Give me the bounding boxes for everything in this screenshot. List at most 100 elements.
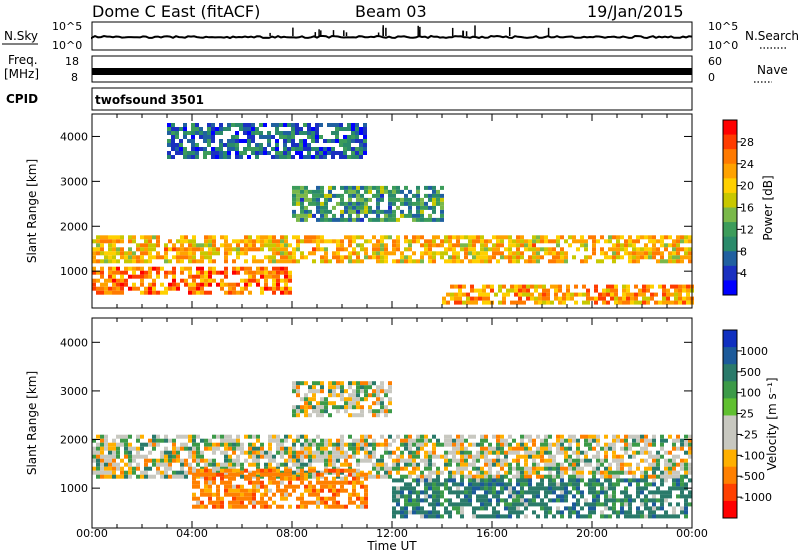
power-cell	[275, 131, 279, 135]
power-cell	[171, 143, 175, 147]
velocity-cell	[484, 434, 488, 439]
power-cell	[232, 290, 236, 295]
velocity-cell	[364, 496, 368, 501]
velocity-cell	[220, 450, 224, 455]
power-cell	[112, 274, 116, 279]
power-cell	[160, 282, 164, 287]
velocity-cell	[336, 450, 340, 455]
velocity-cell	[316, 450, 320, 455]
power-cell	[252, 270, 256, 275]
velocity-cell	[640, 510, 644, 515]
velocity-cell	[356, 480, 360, 485]
power-cell	[148, 239, 152, 244]
power-cell	[296, 185, 300, 190]
velocity-cell	[300, 480, 304, 485]
velocity-cell	[344, 405, 348, 410]
power-cell	[255, 155, 259, 159]
power-cell	[195, 155, 199, 159]
power-cell	[212, 243, 216, 248]
power-cell	[516, 251, 520, 256]
velocity-cell	[392, 450, 396, 455]
velocity-cell	[632, 514, 636, 519]
velocity-cell	[428, 458, 432, 463]
power-cell	[356, 235, 360, 240]
power-cell	[172, 243, 176, 248]
velocity-cell	[156, 438, 160, 443]
velocity-cell	[672, 454, 676, 459]
velocity-cell	[260, 504, 264, 509]
velocity-cell	[320, 458, 324, 463]
power-cell	[632, 239, 636, 244]
power-cell	[256, 282, 260, 287]
velocity-cell	[532, 450, 536, 455]
velocity-cell	[500, 442, 504, 447]
velocity-cell	[592, 490, 596, 495]
velocity-cell	[368, 385, 372, 390]
velocity-cell	[228, 480, 232, 485]
velocity-cell	[324, 496, 328, 501]
velocity-cell	[484, 506, 488, 511]
velocity-cell	[224, 458, 228, 463]
velocity-cell	[408, 482, 412, 487]
velocity-cell	[636, 478, 640, 483]
power-cell	[316, 193, 320, 198]
power-cell	[272, 270, 276, 275]
power-cell	[132, 282, 136, 287]
velocity-cell	[480, 494, 484, 499]
power-cell	[136, 255, 140, 260]
velocity-cell	[576, 510, 580, 515]
velocity-cell	[444, 450, 448, 455]
velocity-cell	[404, 510, 408, 515]
velocity-cell	[656, 462, 660, 467]
power-cell	[224, 282, 228, 287]
power-cell	[175, 135, 179, 139]
velocity-cell	[424, 474, 428, 479]
velocity-cell	[460, 466, 464, 471]
power-cell	[136, 274, 140, 279]
velocity-cell	[436, 474, 440, 479]
velocity-cell	[536, 514, 540, 519]
power-cell	[596, 239, 600, 244]
velocity-cell	[492, 434, 496, 439]
power-cell	[236, 290, 240, 295]
power-cell	[444, 239, 448, 244]
velocity-cell	[656, 454, 660, 459]
power-cell	[542, 284, 546, 289]
velocity-cell	[536, 446, 540, 451]
power-cell	[275, 139, 279, 143]
power-cell	[300, 251, 304, 256]
velocity-cell	[208, 446, 212, 451]
velocity-cell	[556, 474, 560, 479]
velocity-cell	[360, 389, 364, 394]
power-cell	[424, 251, 428, 256]
velocity-cell	[252, 446, 256, 451]
velocity-cell	[128, 454, 132, 459]
velocity-cell	[204, 462, 208, 467]
power-cell	[392, 251, 396, 256]
velocity-cell	[556, 470, 560, 475]
velocity-cell	[304, 381, 308, 386]
velocity-cell	[256, 484, 260, 489]
velocity-cell	[432, 510, 436, 515]
velocity-cell	[212, 442, 216, 447]
power-cell	[267, 139, 271, 143]
power-cell	[572, 255, 576, 260]
power-cell	[200, 247, 204, 252]
power-cell	[291, 155, 295, 159]
velocity-cell	[480, 454, 484, 459]
power-cell	[351, 131, 355, 135]
velocity-cell	[480, 486, 484, 491]
power-cell	[462, 292, 466, 297]
velocity-cell	[208, 472, 212, 477]
velocity-cell	[532, 442, 536, 447]
power-cell	[420, 209, 424, 214]
power-cell	[372, 209, 376, 214]
power-cell	[454, 296, 458, 301]
power-cell	[568, 243, 572, 248]
power-cell	[280, 266, 284, 271]
power-cell	[492, 243, 496, 248]
power-cell	[642, 300, 646, 305]
velocity-cell	[420, 490, 424, 495]
velocity-cell	[676, 482, 680, 487]
velocity-cell	[512, 494, 516, 499]
